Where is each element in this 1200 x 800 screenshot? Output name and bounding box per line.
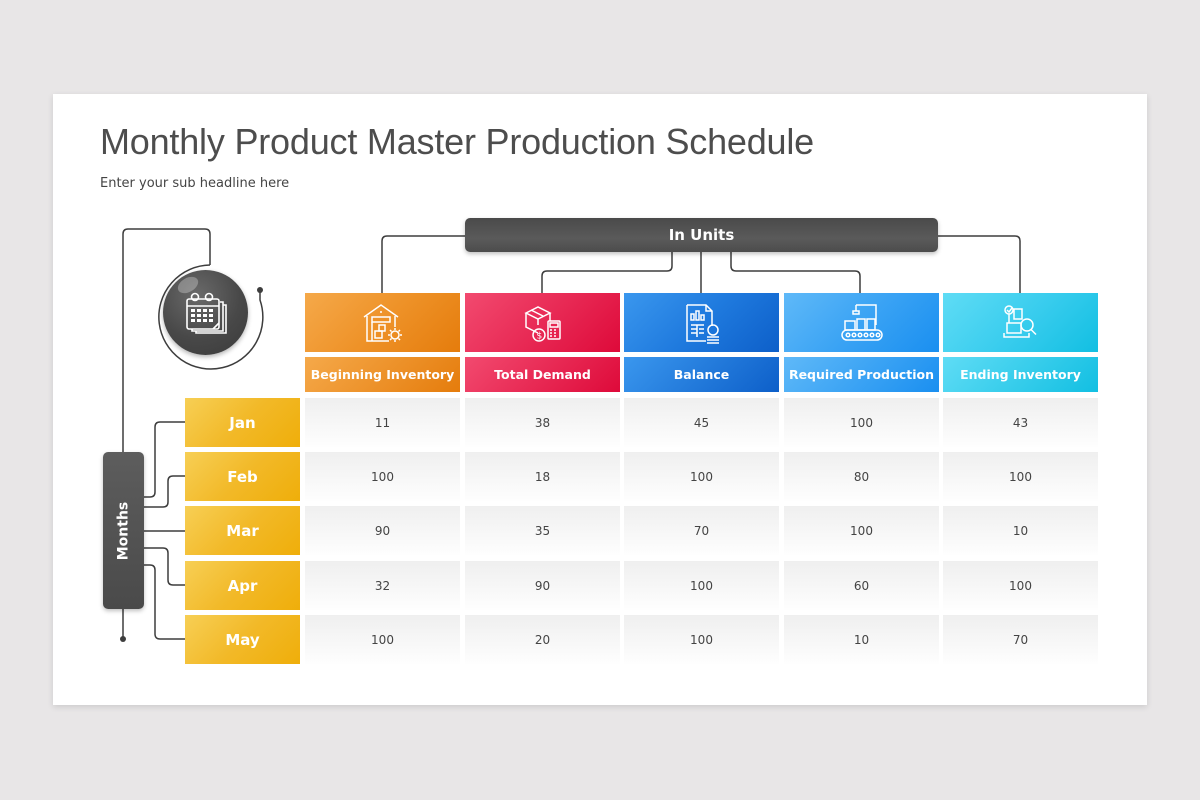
table-cell: 10 [943, 506, 1098, 555]
page-title: Monthly Product Master Production Schedu… [100, 121, 814, 162]
table-cell: 70 [624, 506, 779, 555]
table-cell: 20 [465, 615, 620, 664]
table-cell: 100 [624, 615, 779, 664]
table-cell: 80 [784, 452, 939, 501]
box-search-icon [1002, 304, 1037, 338]
column-label: Beginning Inventory [310, 367, 455, 382]
column-label: Ending Inventory [960, 367, 1081, 382]
column-header-beginning-inventory: Beginning Inventory [305, 357, 460, 392]
table-cell: 100 [943, 561, 1098, 610]
row-label-mar: Mar [185, 506, 300, 555]
table-cell: 32 [305, 561, 460, 610]
column-icon-ending-inventory [943, 293, 1098, 352]
months-axis-label: Months [103, 452, 144, 609]
column-header-balance: Balance [624, 357, 779, 392]
column-icon-required-production [784, 293, 939, 352]
table-cell: 100 [784, 398, 939, 447]
table-cell: 11 [305, 398, 460, 447]
table-cell: 43 [943, 398, 1098, 447]
column-icon-total-demand: $ [465, 293, 620, 352]
calendar-badge [163, 270, 248, 355]
table-cell: 90 [465, 561, 620, 610]
table-cell: 38 [465, 398, 620, 447]
column-header-ending-inventory: Ending Inventory [943, 357, 1098, 392]
row-label-feb: Feb [185, 452, 300, 501]
table-cell: 100 [624, 561, 779, 610]
column-header-total-demand: Total Demand [465, 357, 620, 392]
table-cell: 60 [784, 561, 939, 610]
table-cell: 18 [465, 452, 620, 501]
table-cell: 35 [465, 506, 620, 555]
in-units-label: In Units [668, 226, 735, 244]
svg-text:$: $ [536, 331, 542, 341]
column-label: Required Production [788, 367, 935, 382]
months-label: Months [115, 501, 132, 560]
table-cell: 100 [305, 615, 460, 664]
row-label-apr: Apr [185, 561, 300, 610]
table-cell: 100 [943, 452, 1098, 501]
row-label-jan: Jan [185, 398, 300, 447]
table-cell: 100 [784, 506, 939, 555]
box-dollar-calculator-icon: $ [523, 305, 561, 342]
table-cell: 100 [624, 452, 779, 501]
column-header-required-production: Required Production [784, 357, 939, 392]
conveyor-belt-icon [840, 303, 883, 341]
table-cell: 10 [784, 615, 939, 664]
column-icon-balance [624, 293, 779, 352]
column-label: Total Demand [494, 367, 591, 382]
row-label-may: May [185, 615, 300, 664]
table-cell: 45 [624, 398, 779, 447]
warehouse-gear-icon [363, 303, 402, 342]
table-cell: 90 [305, 506, 460, 555]
page-subtitle: Enter your sub headline here [100, 176, 290, 191]
table-cell: 70 [943, 615, 1098, 664]
calendar-icon [185, 292, 227, 334]
in-units-header: In Units [465, 218, 938, 252]
column-label: Balance [673, 367, 730, 382]
table-cell: 100 [305, 452, 460, 501]
column-icon-beginning-inventory [305, 293, 460, 352]
report-coins-icon [685, 303, 719, 344]
